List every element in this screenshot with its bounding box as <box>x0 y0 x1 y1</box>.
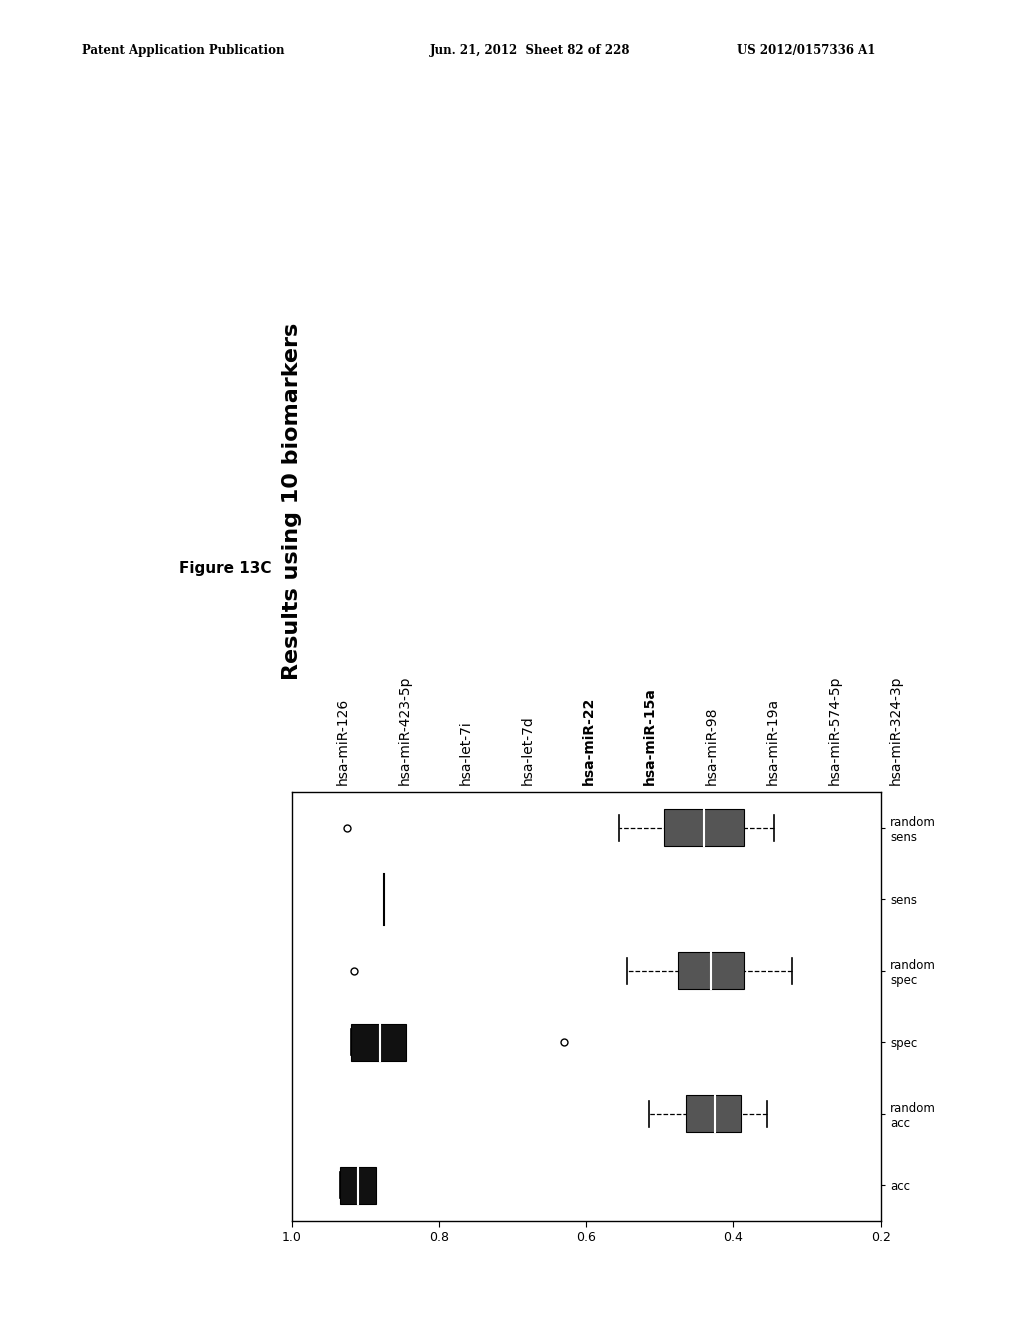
Text: hsa-miR-324-3p: hsa-miR-324-3p <box>889 676 903 785</box>
Text: Figure 13C: Figure 13C <box>179 561 271 576</box>
Text: hsa-miR-15a: hsa-miR-15a <box>643 688 657 785</box>
Text: hsa-let-7i: hsa-let-7i <box>459 721 473 785</box>
Text: hsa-miR-126: hsa-miR-126 <box>336 698 350 785</box>
Text: Results using 10 biomarkers: Results using 10 biomarkers <box>282 323 302 680</box>
Text: Patent Application Publication: Patent Application Publication <box>82 44 285 57</box>
Bar <box>340 1167 377 1204</box>
Text: hsa-miR-19a: hsa-miR-19a <box>766 698 780 785</box>
Text: hsa-miR-98: hsa-miR-98 <box>705 708 719 785</box>
Text: US 2012/0157336 A1: US 2012/0157336 A1 <box>737 44 876 57</box>
Bar <box>686 1096 740 1133</box>
Text: hsa-let-7d: hsa-let-7d <box>520 715 535 785</box>
Text: hsa-miR-22: hsa-miR-22 <box>582 697 596 785</box>
Text: hsa-miR-423-5p: hsa-miR-423-5p <box>397 676 412 785</box>
Text: hsa-miR-574-5p: hsa-miR-574-5p <box>827 676 842 785</box>
Bar <box>678 952 744 990</box>
Bar <box>664 809 744 846</box>
Text: Jun. 21, 2012  Sheet 82 of 228: Jun. 21, 2012 Sheet 82 of 228 <box>430 44 631 57</box>
Bar <box>350 1024 406 1061</box>
